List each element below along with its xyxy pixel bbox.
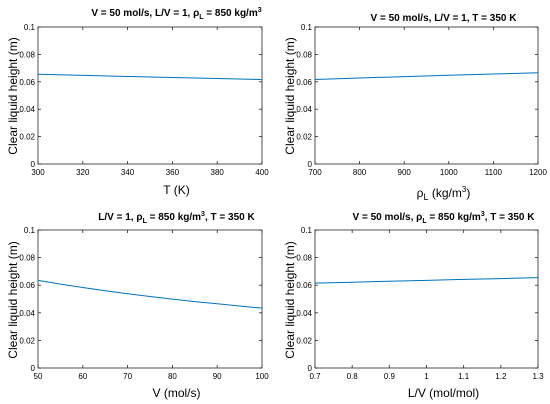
x-tick-label: 400 [255, 168, 269, 177]
plot-area-frame [37, 26, 263, 165]
x-tick-label: 320 [76, 168, 90, 177]
panel-4-title: V = 50 mol/s, ρL = 850 kg/m3, T = 350 K [353, 211, 536, 225]
x-tick-label: 1100 [485, 168, 503, 177]
x-tick-label: 80 [168, 372, 177, 381]
x-tick-label: 0.9 [384, 372, 396, 381]
panel-2-ylabel: Clear liquid height (m) [283, 37, 297, 154]
y-tick-label: 0 [31, 364, 36, 373]
x-tick-label: 70 [123, 372, 132, 381]
y-tick-label: 0 [308, 160, 313, 169]
series-line [37, 279, 263, 309]
y-tick-label: 0.04 [19, 105, 35, 114]
y-tick-label: 0.06 [296, 281, 312, 290]
panel-2-title: V = 50 mol/s, L/V = 1, T = 350 K [371, 13, 518, 24]
y-tick-label: 0 [31, 160, 36, 169]
x-tick-label: 900 [398, 168, 412, 177]
panel-3: L/V = 1, ρL = 850 kg/m3, T = 350 K V (mo… [6, 211, 255, 400]
plot-area-frame [37, 229, 263, 369]
y-tick-label: 0.08 [296, 50, 312, 59]
panel-1: V = 50 mol/s, L/V = 1, ρL = 850 kg/m3 T … [6, 7, 262, 197]
x-tick-label: 700 [308, 168, 322, 177]
y-tick-label: 0.06 [296, 78, 312, 87]
x-tick-label: 60 [78, 372, 87, 381]
x-tick-label: 1.2 [495, 372, 507, 381]
y-tick-label: 0.1 [24, 23, 36, 32]
panel-4-plot: 0.7 0.8 0.9 1 1.1 1.2 1.3 0 0.02 0.04 0.06 0.08 0.1 [296, 226, 544, 381]
plot-area-frame [314, 26, 539, 165]
y-tick-label: 0.1 [24, 226, 36, 235]
y-tick-label: 0.02 [296, 336, 312, 345]
panel-2: V = 50 mol/s, L/V = 1, T = 350 K ρL (kg/… [283, 13, 517, 202]
panel-3-plot: 50 60 70 80 90 100 0 0.02 0.04 0.06 0.08 0.1 [19, 226, 269, 381]
x-tick-label: 800 [353, 168, 367, 177]
panel-3-title: L/V = 1, ρL = 850 kg/m3, T = 350 K [98, 211, 255, 225]
x-tick-label: 0.7 [309, 372, 321, 381]
plot-area-frame [314, 229, 539, 369]
y-tick-label: 0.02 [19, 336, 35, 345]
y-tick-label: 0.02 [296, 133, 312, 142]
series-line [314, 277, 539, 284]
panel-1-plot: 300 320 340 360 380 400 0 0.02 0.04 0.06 0.08 0.1 [19, 23, 269, 177]
x-tick-label: 380 [211, 168, 225, 177]
y-tick-label: 0.08 [296, 254, 312, 263]
x-tick-label: 0.8 [347, 372, 359, 381]
y-tick-label: 0.08 [19, 254, 35, 263]
panel-4: V = 50 mol/s, ρL = 850 kg/m3, T = 350 K … [283, 211, 535, 400]
y-tick-label: 0.04 [296, 105, 312, 114]
x-tick-label: 1.1 [458, 372, 470, 381]
panel-4-ylabel: Clear liquid height (m) [283, 241, 297, 358]
panel-4-xlabel: L/V (mol/mol) [408, 386, 479, 400]
x-tick-label: 1 [424, 372, 429, 381]
x-tick-label: 1200 [529, 168, 547, 177]
x-tick-label: 340 [121, 168, 135, 177]
y-tick-label: 0.06 [19, 78, 35, 87]
x-tick-label: 1000 [440, 168, 458, 177]
y-tick-label: 0.06 [19, 281, 35, 290]
y-tick-label: 0.1 [301, 23, 313, 32]
x-tick-label: 100 [255, 372, 269, 381]
panel-1-title: V = 50 mol/s, L/V = 1, ρL = 850 kg/m3 [91, 7, 261, 21]
x-tick-label: 50 [34, 372, 43, 381]
x-tick-label: 1.3 [532, 372, 544, 381]
panel-3-xlabel: V (mol/s) [153, 386, 201, 400]
series-line [37, 73, 263, 80]
y-tick-label: 0.08 [19, 50, 35, 59]
y-tick-label: 0 [308, 364, 313, 373]
panel-3-ylabel: Clear liquid height (m) [6, 241, 20, 358]
x-tick-label: 90 [213, 372, 222, 381]
panel-2-xlabel: ρL (kg/m3) [417, 185, 471, 202]
x-tick-label: 360 [166, 168, 180, 177]
x-tick-label: 300 [31, 168, 45, 177]
y-tick-label: 0.04 [19, 309, 35, 318]
y-tick-label: 0.1 [301, 226, 313, 235]
y-tick-label: 0.04 [296, 309, 312, 318]
y-tick-label: 0.02 [19, 133, 35, 142]
panel-1-xlabel: T (K) [163, 183, 189, 197]
panel-2-plot: 700 800 900 1000 1100 1200 0 0.02 0.04 0.06 0.08 0.… [296, 23, 547, 177]
series-line [314, 72, 539, 80]
panel-1-ylabel: Clear liquid height (m) [6, 37, 20, 154]
